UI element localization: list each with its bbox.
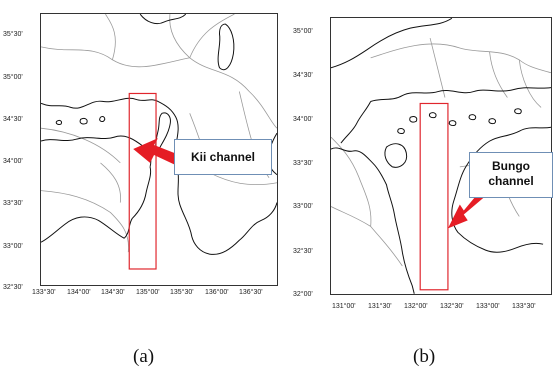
map-a-svg — [41, 14, 277, 270]
callout-label-b: Bungo channel — [469, 152, 553, 198]
lat-tick-a: 33°00' — [3, 243, 23, 250]
lat-tick-a: 35°30' — [3, 31, 23, 38]
coastline-b — [331, 18, 551, 294]
lat-tick-b: 32°00' — [293, 291, 313, 298]
caption-a: (a) — [133, 346, 155, 367]
lat-tick-b: 34°00' — [293, 116, 313, 123]
study-area-rect-a — [128, 92, 157, 270]
caption-b: (b) — [413, 346, 436, 367]
lat-tick-a: 34°30' — [3, 116, 23, 123]
callout-label-a: Kii channel — [174, 139, 272, 175]
lon-tick-a: 134°00' — [67, 289, 91, 296]
lon-tick-a: 136°30' — [239, 289, 263, 296]
lon-tick-a: 135°00' — [136, 289, 160, 296]
lat-tick-b: 35°00' — [293, 28, 313, 35]
lat-tick-a: 34°00' — [3, 158, 23, 165]
lon-tick-b: 131°30' — [368, 303, 392, 310]
lon-tick-a: 133°30' — [32, 289, 56, 296]
lon-tick-a: 136°00' — [205, 289, 229, 296]
lon-tick-b: 132°30' — [440, 303, 464, 310]
study-area-rect-b — [419, 102, 449, 291]
prefecture-borders-a — [41, 14, 277, 253]
lat-tick-b: 33°30' — [293, 160, 313, 167]
map-panel-b: 35°00' 34°30' 34°00' 33°30' 33°00' 32°30… — [290, 0, 556, 310]
lon-tick-b: 132°00' — [404, 303, 428, 310]
lat-tick-a: 33°30' — [3, 200, 23, 207]
lat-tick-a: 32°30' — [3, 284, 23, 291]
lat-tick-b: 34°30' — [293, 72, 313, 79]
lat-tick-b: 32°30' — [293, 248, 313, 255]
lat-tick-b: 33°00' — [293, 203, 313, 210]
lon-tick-a: 134°30' — [101, 289, 125, 296]
lat-tick-a: 35°00' — [3, 74, 23, 81]
lon-tick-b: 133°30' — [512, 303, 536, 310]
map-panel-a: 35°30' 35°00' 34°30' 34°00' 33°30' 33°00… — [0, 0, 280, 300]
map-b-svg — [331, 18, 551, 294]
callout-label-b-line2: channel — [488, 174, 534, 188]
callout-label-b-line1: Bungo — [492, 159, 530, 173]
lon-tick-b: 133°00' — [476, 303, 500, 310]
lon-tick-a: 135°30' — [170, 289, 194, 296]
lon-tick-b: 131°00' — [332, 303, 356, 310]
callout-arrow-a — [133, 138, 187, 169]
